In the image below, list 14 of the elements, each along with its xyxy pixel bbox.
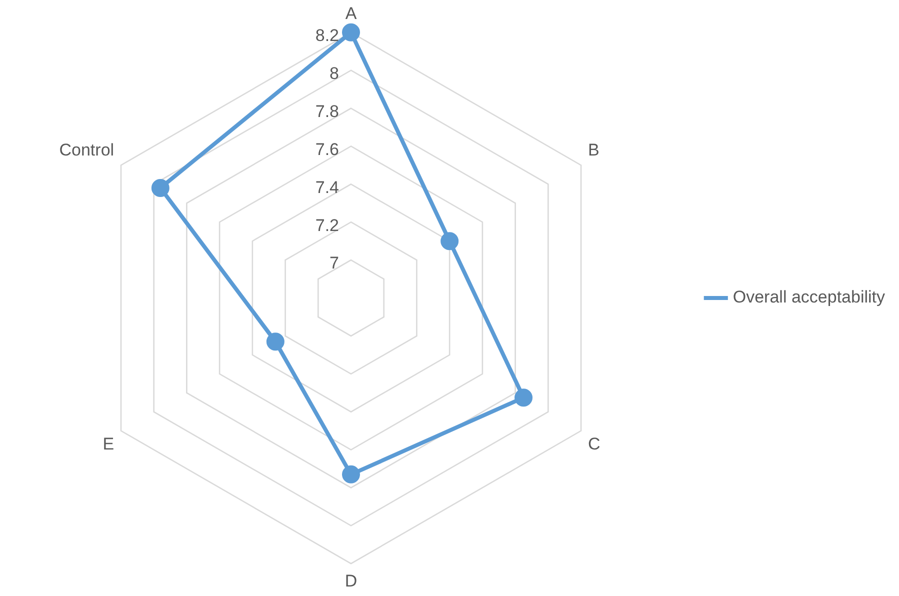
y-tick-label: 7.4 <box>315 178 339 197</box>
spoke-label: Control <box>59 140 114 160</box>
y-tick-label: 7.6 <box>315 140 339 159</box>
y-tick-label: 7.2 <box>315 216 339 235</box>
y-tick-label: 7.8 <box>315 102 339 121</box>
y-tick-label: 8.2 <box>315 26 339 46</box>
y-tick-label: 7 <box>330 254 339 273</box>
spoke-label: C <box>588 434 600 454</box>
spoke-label: E <box>102 434 114 454</box>
legend-label: Overall acceptability <box>732 288 886 307</box>
spoke-label: D <box>344 571 358 590</box>
spoke-label: B <box>588 140 600 160</box>
spoke-label: A <box>345 4 358 23</box>
y-tick-label: 8 <box>330 64 339 84</box>
